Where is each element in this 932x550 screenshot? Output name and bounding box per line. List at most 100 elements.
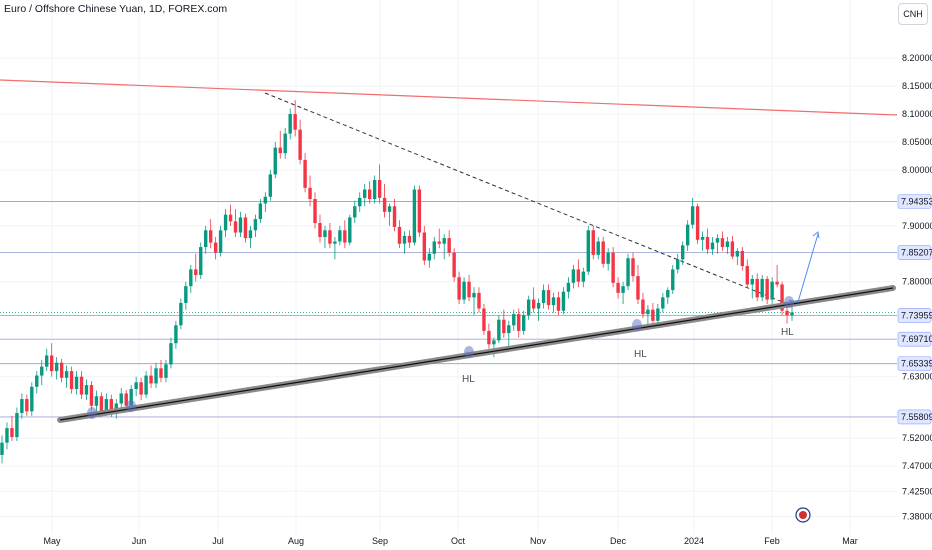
candle (89, 381, 94, 411)
candle (705, 228, 710, 254)
candle-body (606, 252, 610, 264)
candle-body (99, 396, 104, 412)
candle (59, 358, 64, 383)
candle-body (278, 147, 282, 154)
candle-body (502, 319, 506, 334)
candle (243, 213, 248, 243)
candle (656, 304, 660, 326)
tradingview-logo[interactable] (795, 507, 811, 523)
candle (502, 309, 506, 338)
price-level-badge[interactable] (897, 245, 932, 260)
time-axis-background[interactable] (0, 534, 897, 550)
candle-body (551, 297, 556, 306)
grid-layer (0, 0, 897, 534)
candle (487, 323, 491, 349)
candle-body (472, 292, 476, 298)
candle (213, 237, 218, 260)
candle-body (69, 371, 74, 389)
candle-body (661, 297, 665, 309)
candle (372, 175, 377, 204)
candle (517, 308, 521, 338)
candle-body (104, 399, 109, 412)
candle (303, 153, 307, 193)
candle-body (54, 362, 59, 372)
price-level-badge[interactable] (897, 194, 932, 209)
candle (119, 387, 123, 410)
price-level-badge[interactable] (897, 308, 932, 323)
candle (278, 130, 282, 159)
price-level-label: 7.94353 (901, 196, 932, 206)
candle-body (422, 232, 427, 261)
candle-body (40, 366, 44, 376)
price-level-badge[interactable] (897, 409, 932, 425)
candle (64, 365, 69, 388)
descending-dashed-trendline[interactable] (264, 92, 791, 306)
candle-body (139, 382, 143, 395)
candle (447, 230, 451, 257)
candle (631, 252, 635, 282)
candle (382, 183, 387, 218)
candle (710, 237, 715, 255)
currency-button[interactable]: CNH (898, 3, 928, 25)
candle-body (507, 325, 511, 334)
price-axis-background[interactable] (897, 0, 932, 550)
candle-body (273, 147, 277, 175)
time-tick-label: Nov (530, 536, 547, 546)
candle-body (591, 230, 595, 255)
candle-body (765, 278, 769, 300)
projection-arrow[interactable] (788, 233, 819, 303)
candle-body (25, 399, 29, 412)
candle (750, 275, 754, 299)
candle-body (213, 242, 218, 253)
candle (422, 225, 427, 265)
time-tick-label: Feb (764, 536, 780, 546)
candle-body (536, 302, 541, 309)
touch-point-marker (126, 400, 136, 412)
candle-body (571, 269, 576, 283)
candle (770, 277, 774, 305)
candle-body (258, 203, 263, 220)
candle-body (218, 230, 223, 253)
candle (457, 271, 461, 305)
candle (387, 203, 392, 226)
candle-body (651, 309, 655, 321)
candle-body (611, 252, 615, 283)
candle-body (184, 286, 188, 303)
candle (184, 281, 188, 310)
candle (695, 203, 700, 244)
candle-body (84, 385, 89, 395)
candle-body (760, 278, 764, 298)
candle-body (790, 312, 794, 316)
candle (641, 292, 645, 319)
candle (377, 164, 382, 204)
candle-body (263, 196, 268, 204)
time-tick-label: Jul (212, 536, 224, 546)
candle-body (372, 180, 377, 199)
price-tick-label: 8.15000 (902, 81, 932, 91)
candle (412, 185, 417, 246)
candle-body (452, 252, 456, 278)
candle-body (144, 375, 148, 395)
candle (358, 192, 362, 212)
candle (507, 320, 511, 346)
support-trendline[interactable] (59, 287, 894, 421)
candle-body (343, 230, 347, 243)
price-level-badge[interactable] (897, 331, 932, 347)
chart-title: Euro / Offshore Chinese Yuan, 1D, FOREX.… (4, 3, 228, 15)
candle-body (710, 242, 715, 250)
candle (323, 225, 327, 249)
price-tick-label: 7.80000 (902, 277, 932, 287)
candle-body (223, 214, 228, 231)
resistance-trendline[interactable] (0, 79, 898, 116)
price-level-badge[interactable] (897, 356, 932, 371)
candle (715, 234, 720, 254)
candle (531, 287, 536, 313)
candle-body (89, 385, 94, 406)
candle-body (780, 284, 784, 311)
candle (775, 264, 779, 288)
candle-body (238, 217, 243, 233)
candle (253, 214, 258, 237)
candle (561, 287, 566, 315)
